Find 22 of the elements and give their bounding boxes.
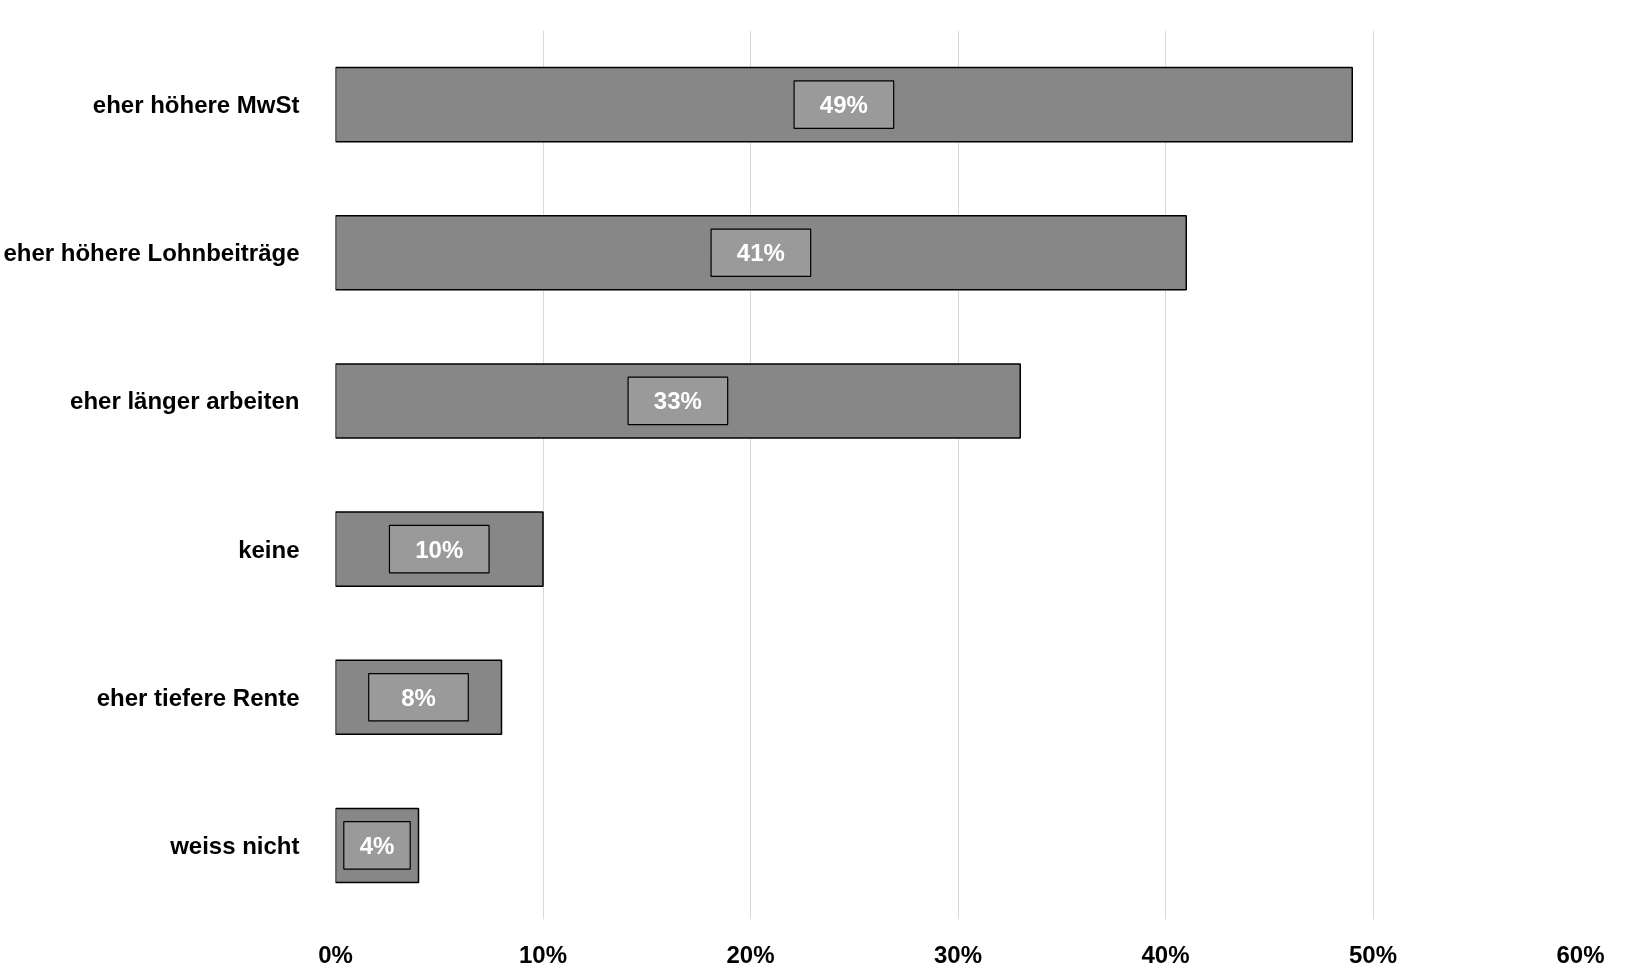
y-tick-label: eher höhere MwSt — [92, 91, 300, 119]
data-label: 49% — [819, 91, 868, 119]
data-label: 8% — [401, 683, 436, 711]
x-tick-label: 0% — [318, 940, 353, 968]
data-label: 10% — [415, 535, 464, 563]
y-tick-label: weiss nicht — [169, 831, 300, 859]
x-tick-label: 50% — [1348, 940, 1398, 968]
x-tick-label: 40% — [1141, 940, 1190, 968]
x-tick-label: 20% — [726, 940, 775, 968]
x-tick-label: 30% — [933, 940, 983, 968]
y-tick-label: eher länger arbeiten — [70, 387, 300, 415]
y-tick-label: eher höhere Lohnbeiträge — [3, 239, 300, 267]
y-tick-label: eher tiefere Rente — [96, 683, 300, 711]
x-tick-label: 60% — [1556, 940, 1605, 968]
bar — [335, 363, 1021, 439]
data-label: 4% — [359, 831, 395, 859]
bar — [335, 66, 1353, 143]
x-tick-label: 10% — [518, 940, 568, 968]
data-label: 33% — [653, 387, 702, 415]
bar — [335, 214, 1187, 291]
y-tick-label: keine — [238, 535, 300, 563]
data-label: 41% — [736, 239, 785, 267]
